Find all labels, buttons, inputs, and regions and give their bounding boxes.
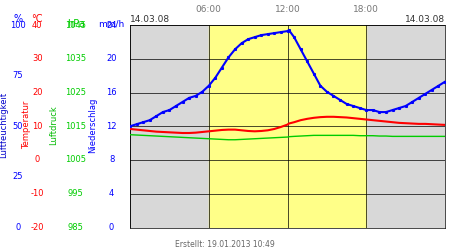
- Text: 25: 25: [13, 172, 23, 182]
- Text: 4: 4: [109, 189, 114, 198]
- Text: Luftfeuchtigkeit: Luftfeuchtigkeit: [0, 92, 8, 158]
- Text: 14.03.08: 14.03.08: [130, 15, 170, 24]
- Text: 8: 8: [109, 156, 114, 164]
- Text: 16: 16: [106, 88, 117, 97]
- Text: 1045: 1045: [65, 20, 86, 30]
- Text: Temperatur: Temperatur: [22, 101, 31, 149]
- Text: -10: -10: [31, 189, 44, 198]
- Text: mm/h: mm/h: [99, 19, 125, 28]
- Text: 20: 20: [106, 54, 117, 63]
- Text: -20: -20: [31, 223, 44, 232]
- Text: 06:00: 06:00: [196, 5, 222, 14]
- Text: Erstellt: 19.01.2013 10:49: Erstellt: 19.01.2013 10:49: [175, 240, 275, 249]
- Text: 24: 24: [106, 20, 117, 30]
- Text: 1005: 1005: [65, 156, 86, 164]
- Text: °C: °C: [32, 14, 43, 24]
- Text: 0: 0: [109, 223, 114, 232]
- Text: 30: 30: [32, 54, 43, 63]
- Text: 1025: 1025: [65, 88, 86, 97]
- Text: 1015: 1015: [65, 122, 86, 131]
- Text: 50: 50: [13, 122, 23, 131]
- Text: hPa: hPa: [67, 19, 85, 29]
- Text: 0: 0: [15, 223, 21, 232]
- Text: 12:00: 12:00: [274, 5, 301, 14]
- Text: Niederschlag: Niederschlag: [88, 97, 97, 153]
- Text: 75: 75: [13, 71, 23, 80]
- Text: 1035: 1035: [65, 54, 86, 63]
- Text: 995: 995: [68, 189, 84, 198]
- Text: 40: 40: [32, 20, 43, 30]
- Text: Luftdruck: Luftdruck: [50, 105, 58, 145]
- Text: 100: 100: [10, 20, 26, 30]
- Text: 10: 10: [32, 122, 43, 131]
- Text: 985: 985: [68, 223, 84, 232]
- Text: 12: 12: [106, 122, 117, 131]
- Bar: [209, 25, 366, 228]
- Text: 14.03.08: 14.03.08: [405, 15, 445, 24]
- Text: 20: 20: [32, 88, 43, 97]
- Text: %: %: [14, 14, 22, 24]
- Text: 18:00: 18:00: [353, 5, 379, 14]
- Text: 0: 0: [35, 156, 40, 164]
